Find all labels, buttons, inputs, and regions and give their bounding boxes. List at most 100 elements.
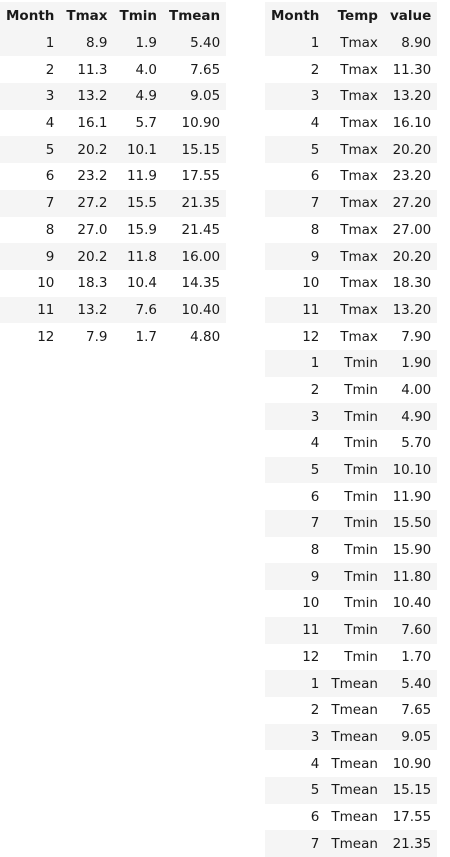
table-cell: Tmax [340, 35, 378, 52]
table-cell: 1.7 [135, 328, 157, 345]
table-cell: 2 [310, 381, 320, 398]
table-row: 1 Tmin 1.90 [265, 349, 438, 377]
table-row: 5 Tmin 10.10 [265, 456, 438, 484]
table-cell: 8 [310, 542, 320, 559]
table-cell: 3 [310, 88, 320, 105]
table-cell: 7 [310, 515, 320, 532]
table-cell: Tmin [344, 381, 378, 398]
table-row: 12 Tmax 7.90 [265, 323, 438, 350]
table-cell: Tmin [344, 408, 378, 425]
table-cell: Tmax [340, 195, 378, 212]
table-cell: 23.20 [392, 168, 432, 185]
table-cell: Tmax [340, 301, 378, 318]
table-row: 3 Tmax 13.20 [265, 83, 438, 110]
table-cell: 11 [37, 301, 55, 318]
table-cell: 3 [310, 408, 320, 425]
table-cell: 5.40 [401, 675, 432, 692]
table-cell: Tmin [344, 595, 378, 612]
table-row: 4 16.1 5.7 10.90 [0, 109, 227, 137]
table-row: 10 18.3 10.4 14.35 [0, 269, 227, 297]
column-header-value: value [383, 2, 438, 30]
table-cell: Tmean [331, 782, 378, 799]
table-cell: 11 [302, 301, 320, 318]
table-cell: 9.05 [401, 728, 432, 745]
column-header-tmin: Tmin [113, 2, 163, 30]
table-row: 12 7.9 1.7 4.80 [0, 323, 227, 350]
table-cell: 7 [45, 195, 55, 212]
table-cell: 9.05 [190, 88, 221, 105]
table-cell: 11 [302, 622, 320, 639]
table-cell: 20.20 [392, 141, 432, 158]
table-row: 3 13.2 4.9 9.05 [0, 83, 227, 110]
table-cell: 18.3 [77, 275, 108, 292]
table-cell: 6 [310, 488, 320, 505]
table-row: 9 Tmin 11.80 [265, 563, 438, 591]
table-cell: 15.90 [392, 542, 432, 559]
table-cell: 13.2 [77, 88, 108, 105]
table-cell: 10.4 [126, 275, 157, 292]
table-row: 7 Tmax 27.20 [265, 189, 438, 217]
table-cell: 11.90 [392, 488, 432, 505]
table-row: 9 20.2 11.8 16.00 [0, 243, 227, 270]
table-cell: Tmax [340, 221, 378, 238]
table-row: 6 23.2 11.9 17.55 [0, 163, 227, 190]
wide-table-body: 1 8.9 1.9 5.40 2 11.3 4.0 7.65 3 13.2 4.9 9.05 4 16.1… [0, 29, 227, 350]
table-cell: 2 [310, 702, 320, 719]
table-cell: 9 [310, 248, 320, 265]
table-cell: Tmin [344, 648, 378, 665]
table-cell: 4 [310, 755, 320, 772]
table-cell: Tmean [331, 835, 378, 852]
table-cell: 1 [310, 675, 320, 692]
table-cell: 1 [310, 355, 320, 372]
table-cell: 17.55 [392, 808, 432, 825]
table-row: 6 Tmean 17.55 [265, 803, 438, 831]
table-cell: 4 [45, 115, 55, 132]
table-cell: Tmax [340, 115, 378, 132]
table-cell: 5 [310, 462, 320, 479]
table-cell: 10.40 [392, 595, 432, 612]
column-header-month: Month [0, 2, 61, 30]
table-row: 7 Tmin 15.50 [265, 510, 438, 537]
table-row: 2 Tmin 4.00 [265, 376, 438, 404]
column-header-tmax: Tmax [60, 2, 114, 30]
table-cell: 13.20 [392, 88, 432, 105]
table-cell: 4.00 [401, 381, 432, 398]
table-row: 3 Tmin 4.90 [265, 403, 438, 430]
table-cell: 15.50 [392, 515, 432, 532]
table-cell: 11.8 [126, 248, 157, 265]
table-cell: 3 [45, 88, 55, 105]
table-cell: 7 [310, 195, 320, 212]
table-cell: 5.7 [135, 115, 157, 132]
table-cell: 6 [45, 168, 55, 185]
table-cell: Tmax [340, 168, 378, 185]
table-row: 10 Tmin 10.40 [265, 590, 438, 617]
table-cell: 10 [37, 275, 55, 292]
table-cell: 9 [310, 568, 320, 585]
table-cell: 11.80 [392, 568, 432, 585]
table-cell: 1 [310, 35, 320, 52]
table-cell: 16.10 [392, 115, 432, 132]
table-cell: Tmean [331, 702, 378, 719]
column-header-month: Month [265, 2, 326, 30]
table-cell: Tmax [340, 328, 378, 345]
table-cell: 16.00 [181, 248, 221, 265]
table-cell: 4 [310, 435, 320, 452]
table-cell: 5.40 [190, 35, 221, 52]
table-row: 1 Tmax 8.90 [265, 29, 438, 57]
table-cell: 11.30 [392, 61, 432, 78]
table-cell: Tmin [344, 355, 378, 372]
table-cell: 4.80 [190, 328, 221, 345]
table-row: 7 27.2 15.5 21.35 [0, 189, 227, 217]
table-cell: 7.90 [401, 328, 432, 345]
table-cell: 10.40 [181, 301, 221, 318]
table-cell: 12 [302, 648, 320, 665]
table-cell: 11.3 [77, 61, 108, 78]
table-cell: 20.20 [392, 248, 432, 265]
column-header-temp: Temp [325, 2, 384, 30]
table-cell: 17.55 [181, 168, 221, 185]
table-cell: 7 [310, 835, 320, 852]
table-cell: Tmin [344, 435, 378, 452]
table-row: 11 Tmax 13.20 [265, 296, 438, 324]
table-cell: Tmax [340, 275, 378, 292]
table-cell: 20.2 [77, 141, 108, 158]
